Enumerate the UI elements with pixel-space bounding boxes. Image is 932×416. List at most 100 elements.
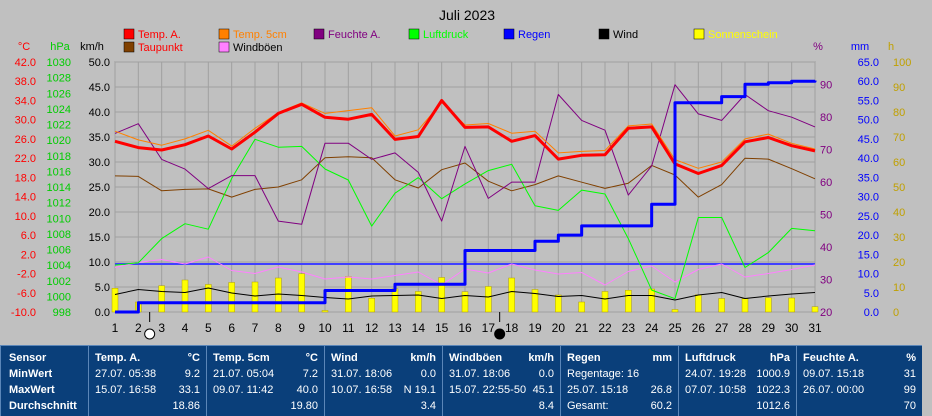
rain-tick-label: 65.0 bbox=[858, 57, 879, 69]
row-label-avg: Durchschnitt bbox=[9, 400, 77, 412]
series-lines bbox=[114, 79, 817, 314]
axis-unit-header: hPa bbox=[50, 41, 70, 53]
min-time: 09.07. 15:18 bbox=[803, 368, 865, 380]
x-tick-label: 20 bbox=[552, 321, 566, 335]
series-line-taupunkt bbox=[114, 156, 816, 198]
x-tick-label: 19 bbox=[528, 321, 542, 335]
stats-panel: Feuchte A.% 09.07. 15:18 31 26.07. 00:00 99 7… bbox=[796, 345, 922, 416]
sunshine-bar bbox=[718, 298, 725, 313]
weather-chart: Juli 2023 Temp. A. Temp. 5cm Feuchte A. Luf… bbox=[11, 7, 911, 340]
pressure-tick-label: 1008 bbox=[47, 229, 71, 241]
wind-tick-label: 50.0 bbox=[89, 57, 110, 69]
wind-tick-label: 10.0 bbox=[89, 257, 110, 269]
pressure-tick-label: 1000 bbox=[47, 291, 71, 303]
legend-swatch-wind bbox=[598, 28, 610, 40]
x-tick-label: 6 bbox=[228, 321, 235, 335]
x-tick-label: 31 bbox=[808, 321, 822, 335]
x-tick-label: 26 bbox=[692, 321, 706, 335]
x-tick-label: 17 bbox=[482, 321, 496, 335]
pressure-tick-label: 1028 bbox=[47, 73, 71, 85]
max-value: 40.0 bbox=[296, 384, 318, 396]
average-value: 70 bbox=[903, 400, 916, 412]
sunshine-bar bbox=[321, 310, 329, 313]
panel-title: Luftdruck bbox=[685, 352, 736, 364]
stats-panel: Windböen km/h 31.07. 18:06 0.0 15.07. 22:55-… bbox=[442, 345, 560, 416]
humidity-tick-label: 60 bbox=[820, 177, 832, 189]
x-tick-label: 28 bbox=[738, 321, 752, 335]
humidity-tick-label: 50 bbox=[820, 210, 832, 222]
rain-tick-label: 5.0 bbox=[864, 288, 879, 300]
legend-swatch-temp-5cm bbox=[218, 28, 230, 40]
legend-label-regen: Regen bbox=[518, 29, 550, 41]
temp-tick-label: 38.0 bbox=[15, 76, 36, 88]
legend-swatch-taupunkt bbox=[123, 41, 135, 53]
row-label-max: MaxWert bbox=[9, 384, 55, 396]
sunshine-bar bbox=[158, 285, 165, 313]
sunshine-bar bbox=[111, 288, 119, 313]
legend-label-wind: Wind bbox=[613, 29, 638, 41]
x-tick-label: 25 bbox=[668, 321, 682, 335]
sun-tick-label: 70 bbox=[893, 132, 905, 144]
sunshine-bar bbox=[228, 282, 235, 313]
temp-tick-label: 6.0 bbox=[21, 230, 36, 242]
x-tick-label: 16 bbox=[458, 321, 472, 335]
min-value: 0.0 bbox=[420, 368, 436, 380]
statistics-table: Sensor MinWert MaxWert Durchschnitt Temp… bbox=[0, 345, 932, 416]
min-value: 1000.9 bbox=[756, 368, 790, 380]
x-tick-label: 15 bbox=[435, 321, 449, 335]
max-value: 33.1 bbox=[178, 384, 200, 396]
sensor-header: Sensor bbox=[9, 352, 47, 364]
sunshine-bar bbox=[671, 309, 679, 313]
rain-tick-label: 25.0 bbox=[858, 211, 879, 223]
average-value: 3.4 bbox=[420, 400, 436, 412]
sunshine-bar bbox=[368, 298, 375, 313]
rain-tick-label: 60.0 bbox=[858, 76, 879, 88]
rain-tick-label: 15.0 bbox=[858, 249, 879, 261]
row-label-min: MinWert bbox=[9, 368, 53, 380]
sunshine-bar bbox=[578, 301, 585, 313]
max-time: 07.07. 10:58 bbox=[685, 384, 747, 396]
axis-unit-header: mm bbox=[851, 41, 869, 53]
legend-label-taupunkt: Taupunkt bbox=[138, 42, 183, 54]
legend-label-windb-en: Windböen bbox=[233, 42, 283, 54]
x-tick-label: 3 bbox=[158, 321, 165, 335]
sun-tick-label: 60 bbox=[893, 157, 905, 169]
rain-tick-label: 0.0 bbox=[864, 307, 879, 319]
pressure-tick-label: 1024 bbox=[47, 104, 71, 116]
temp-tick-label: 30.0 bbox=[15, 115, 36, 127]
sun-tick-label: 50 bbox=[893, 182, 905, 194]
x-tick-label: 13 bbox=[388, 321, 402, 335]
x-tick-label: 5 bbox=[205, 321, 212, 335]
sun-tick-label: 10 bbox=[893, 282, 905, 294]
axis-unit-header: % bbox=[813, 41, 823, 53]
max-time: 25.07. 15:18 bbox=[567, 384, 629, 396]
legend-swatch-windb-en bbox=[218, 41, 230, 53]
sunshine-bar bbox=[508, 277, 515, 313]
max-time: 10.07. 16:58 bbox=[331, 384, 393, 396]
temp-tick-label: -2.0 bbox=[17, 269, 36, 281]
sun-tick-label: 20 bbox=[893, 257, 905, 269]
sun-tick-label: 0 bbox=[893, 307, 899, 319]
pressure-tick-label: 1002 bbox=[47, 276, 71, 288]
sunshine-bar bbox=[391, 288, 399, 313]
x-tick-label: 12 bbox=[365, 321, 379, 335]
sunshine-bar bbox=[648, 288, 655, 313]
rain-tick-label: 45.0 bbox=[858, 134, 879, 146]
rain-tick-label: 35.0 bbox=[858, 172, 879, 184]
panel-unit: km/h bbox=[410, 352, 436, 364]
sunshine-bar bbox=[788, 297, 795, 313]
stats-panel: Temp. 5cm °C 21.07. 05:04 7.2 09.07. 11:42 40… bbox=[206, 345, 324, 416]
sun-tick-label: 30 bbox=[893, 232, 905, 244]
sunshine-bar bbox=[181, 279, 189, 313]
x-tick-label: 9 bbox=[298, 321, 305, 335]
temp-tick-label: 14.0 bbox=[15, 192, 36, 204]
max-value: 26.8 bbox=[650, 384, 672, 396]
rain-tick-label: 10.0 bbox=[858, 269, 879, 281]
sunshine-bars bbox=[111, 273, 819, 313]
temp-tick-label: -6.0 bbox=[17, 288, 36, 300]
sunshine-bar bbox=[298, 273, 305, 313]
x-axis: 1 2 3 4 5 6 7 8 9 10 11 12 13 14 15 16 17 18 19 20 21 22 23 24 2… bbox=[112, 321, 822, 335]
x-tick-label: 7 bbox=[252, 321, 259, 335]
axis-unit-headers: °C hPa km/h% mm h bbox=[18, 41, 894, 53]
min-time: 31.07. 18:06 bbox=[449, 368, 511, 380]
